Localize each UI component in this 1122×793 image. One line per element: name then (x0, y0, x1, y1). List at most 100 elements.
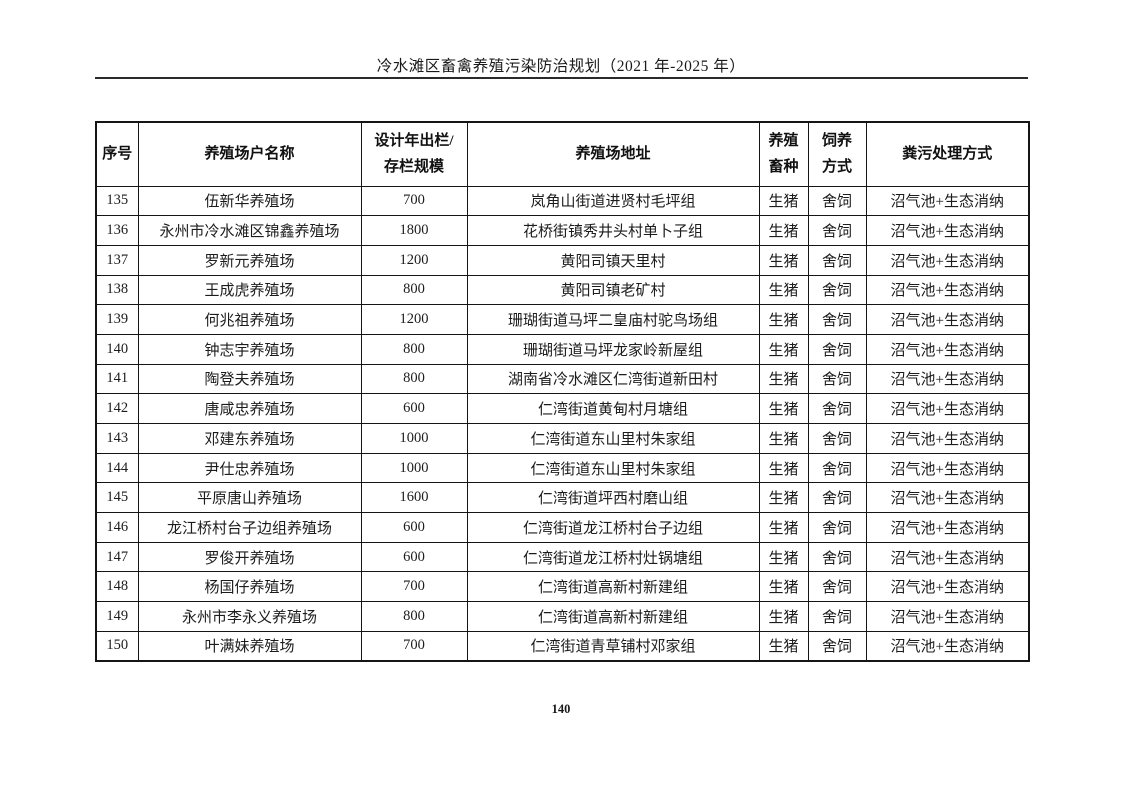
farm-table-body: 135 伍新华养殖场 700 岚角山街道进贤村毛坪组 生猪 舍饲 沼气池+生态消纳 136 永州… (95, 185, 1030, 662)
method-cell: 舍饲 (807, 215, 867, 246)
method-cell: 舍饲 (807, 512, 867, 543)
address-cell: 仁湾街道东山里村朱家组 (466, 423, 760, 454)
row-index-cell: 141 (95, 363, 139, 395)
address-cell: 仁湾街道高新村新建组 (466, 601, 760, 632)
treatment-cell: 沼气池+生态消纳 (865, 601, 1030, 632)
method-cell: 舍饲 (807, 363, 867, 395)
address-cell: 仁湾街道东山里村朱家组 (466, 452, 760, 484)
treatment-cell: 沼气池+生态消纳 (865, 512, 1030, 543)
species-cell: 生猪 (758, 363, 809, 395)
farm-name-cell: 龙江桥村台子边组养殖场 (137, 512, 362, 543)
species-cell: 生猪 (758, 601, 809, 632)
species-cell: 生猪 (758, 333, 809, 365)
treatment-cell: 沼气池+生态消纳 (865, 423, 1030, 454)
page-number: 140 (551, 702, 571, 716)
method-cell: 舍饲 (807, 333, 867, 365)
species-cell: 生猪 (758, 630, 809, 662)
species-cell: 生猪 (758, 512, 809, 543)
farm-name-cell: 钟志宇养殖场 (137, 333, 362, 365)
table-row: 135 伍新华养殖场 700 岚角山街道进贤村毛坪组 生猪 舍饲 沼气池+生态消纳 (95, 185, 1030, 217)
header-scale-line1: 设计年出栏/ (374, 133, 454, 150)
method-cell: 舍饲 (807, 393, 867, 424)
header-address-label: 养殖场地址 (575, 146, 651, 163)
table-row: 142 唐咸忠养殖场 600 仁湾街道黄甸村月塘组 生猪 舍饲 沼气池+生态消纳 (95, 393, 1030, 424)
scale-cell: 800 (360, 274, 468, 306)
farm-name-cell: 何兆祖养殖场 (137, 304, 362, 335)
document-header-title: 冷水滩区畜禽养殖污染防治规划（2021 年-2025 年） (376, 58, 746, 75)
farm-name-cell: 平原唐山养殖场 (137, 482, 362, 514)
header-divider (95, 77, 1028, 79)
address-cell: 仁湾街道龙江桥村台子边组 (466, 512, 760, 543)
row-index-cell: 145 (95, 482, 139, 514)
method-cell: 舍饲 (807, 571, 867, 603)
address-cell: 湖南省冷水滩区仁湾街道新田村 (466, 363, 760, 395)
header-treatment: 粪污处理方式 (865, 121, 1030, 187)
species-cell: 生猪 (758, 215, 809, 246)
species-cell: 生猪 (758, 274, 809, 306)
address-cell: 花桥街镇秀井头村单卜子组 (466, 215, 760, 246)
row-index-cell: 135 (95, 185, 139, 217)
address-cell: 仁湾街道高新村新建组 (466, 571, 760, 603)
species-cell: 生猪 (758, 244, 809, 276)
row-index-cell: 149 (95, 601, 139, 632)
farm-name-cell: 罗俊开养殖场 (137, 541, 362, 573)
header-treatment-label: 粪污处理方式 (902, 146, 993, 163)
scale-cell: 800 (360, 333, 468, 365)
scale-cell: 600 (360, 512, 468, 543)
farm-name-cell: 伍新华养殖场 (137, 185, 362, 217)
row-index-cell: 137 (95, 244, 139, 276)
method-cell: 舍饲 (807, 482, 867, 514)
scale-cell: 1600 (360, 482, 468, 514)
table-row: 136 永州市冷水滩区锦鑫养殖场 1800 花桥街镇秀井头村单卜子组 生猪 舍饲 沼气池+生… (95, 215, 1030, 246)
header-index-label: 序号 (102, 146, 133, 163)
table-row: 138 王成虎养殖场 800 黄阳司镇老矿村 生猪 舍饲 沼气池+生态消纳 (95, 274, 1030, 306)
treatment-cell: 沼气池+生态消纳 (865, 244, 1030, 276)
treatment-cell: 沼气池+生态消纳 (865, 185, 1030, 217)
treatment-cell: 沼气池+生态消纳 (865, 393, 1030, 424)
species-cell: 生猪 (758, 571, 809, 603)
address-cell: 岚角山街道进贤村毛坪组 (466, 185, 760, 217)
treatment-cell: 沼气池+生态消纳 (865, 304, 1030, 335)
row-index-cell: 150 (95, 630, 139, 662)
scale-cell: 800 (360, 601, 468, 632)
address-cell: 仁湾街道龙江桥村灶锅塘组 (466, 541, 760, 573)
table-row: 143 邓建东养殖场 1000 仁湾街道东山里村朱家组 生猪 舍饲 沼气池+生态消纳 (95, 423, 1030, 454)
header-row: 序号 养殖场户名称 设计年出栏/ 存栏规模 养殖场地址 养殖 畜种 饲养 (95, 121, 1030, 187)
header-address: 养殖场地址 (466, 121, 760, 187)
scale-cell: 1800 (360, 215, 468, 246)
species-cell: 生猪 (758, 304, 809, 335)
scale-cell: 600 (360, 541, 468, 573)
species-cell: 生猪 (758, 482, 809, 514)
farm-table-header: 序号 养殖场户名称 设计年出栏/ 存栏规模 养殖场地址 养殖 畜种 饲养 (95, 121, 1030, 187)
method-cell: 舍饲 (807, 423, 867, 454)
farm-name-cell: 邓建东养殖场 (137, 423, 362, 454)
header-method-line2: 方式 (821, 159, 852, 176)
scale-cell: 600 (360, 393, 468, 424)
table-row: 137 罗新元养殖场 1200 黄阳司镇天里村 生猪 舍饲 沼气池+生态消纳 (95, 244, 1030, 276)
table-row: 139 何兆祖养殖场 1200 珊瑚街道马坪二皇庙村驼鸟场组 生猪 舍饲 沼气池+生态消纳 (95, 304, 1030, 335)
scale-cell: 1200 (360, 244, 468, 276)
scale-cell: 1000 (360, 452, 468, 484)
row-index-cell: 140 (95, 333, 139, 365)
row-index-cell: 136 (95, 215, 139, 246)
header-index: 序号 (95, 121, 139, 187)
row-index-cell: 148 (95, 571, 139, 603)
scale-cell: 1000 (360, 423, 468, 454)
method-cell: 舍饲 (807, 185, 867, 217)
farm-name-cell: 尹仕忠养殖场 (137, 452, 362, 484)
row-index-cell: 146 (95, 512, 139, 543)
table-row: 145 平原唐山养殖场 1600 仁湾街道坪西村磨山组 生猪 舍饲 沼气池+生态消纳 (95, 482, 1030, 514)
farm-name-cell: 罗新元养殖场 (137, 244, 362, 276)
table-row: 148 杨国仔养殖场 700 仁湾街道高新村新建组 生猪 舍饲 沼气池+生态消纳 (95, 571, 1030, 603)
scale-cell: 1200 (360, 304, 468, 335)
row-index-cell: 138 (95, 274, 139, 306)
address-cell: 仁湾街道坪西村磨山组 (466, 482, 760, 514)
scale-cell: 700 (360, 571, 468, 603)
header-method: 饲养 方式 (807, 121, 867, 187)
table-row: 149 永州市李永义养殖场 800 仁湾街道高新村新建组 生猪 舍饲 沼气池+生态消纳 (95, 601, 1030, 632)
row-index-cell: 143 (95, 423, 139, 454)
header-species-line2: 畜种 (768, 159, 799, 176)
header-species: 养殖 畜种 (758, 121, 809, 187)
treatment-cell: 沼气池+生态消纳 (865, 541, 1030, 573)
